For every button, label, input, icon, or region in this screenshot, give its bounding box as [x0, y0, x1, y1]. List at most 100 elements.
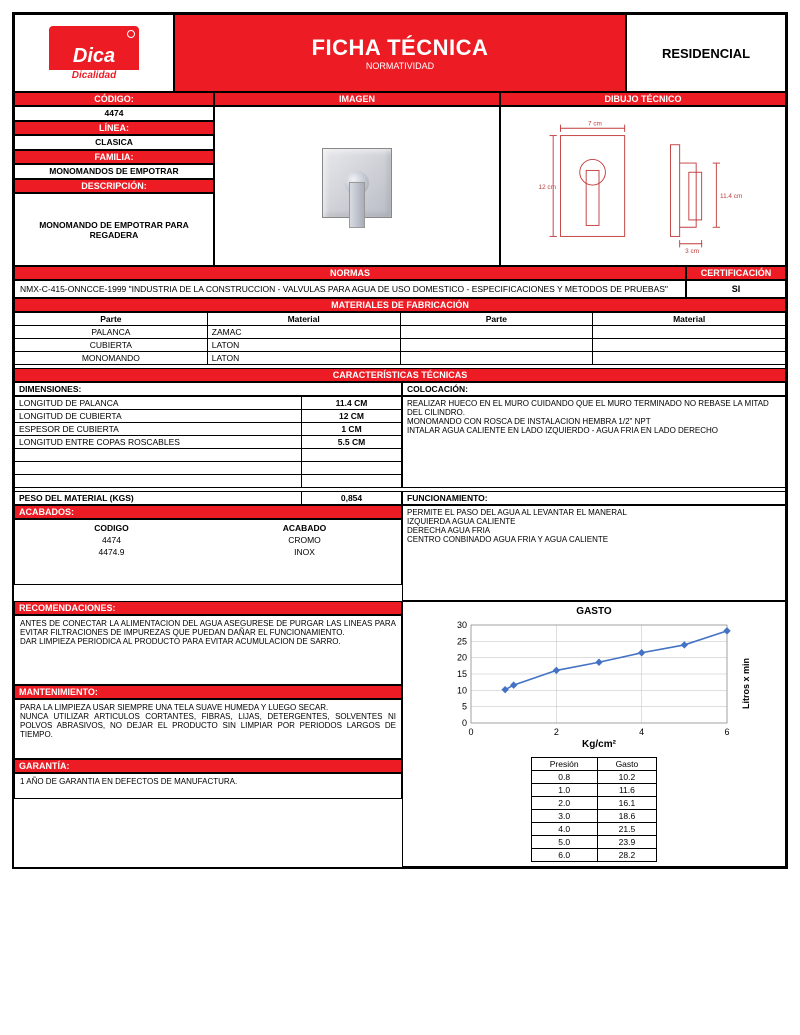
col-material2: Material	[593, 313, 786, 326]
gasto-ylabel: Litros x min	[741, 658, 751, 709]
logo-box: Dica Dicalidad	[14, 14, 174, 92]
table-header-row: PresiónGasto	[531, 758, 657, 771]
peso-table: PESO DEL MATERIAL (KGS)0,854	[14, 491, 402, 505]
image-row: 7 cm 12 cm 11.4 cm 3 cm	[214, 106, 786, 266]
svg-text:7 cm: 7 cm	[588, 121, 602, 128]
materiales-table: Parte Material Parte Material PALANCAZAM…	[14, 312, 786, 365]
svg-text:10: 10	[457, 685, 467, 695]
table-row	[15, 475, 402, 488]
familia-val: MONOMANDOS DE EMPOTRAR	[14, 164, 214, 179]
table-row: LONGITUD ENTRE COPAS ROSCABLES5.5 CM	[15, 436, 402, 449]
table-row: 3.018.6	[531, 810, 657, 823]
carac-right: COLOCACIÓN: REALIZAR HUECO EN EL MURO CU…	[402, 382, 786, 488]
familia-hdr: FAMILIA:	[14, 150, 214, 164]
logo-icon: Dica	[49, 26, 139, 70]
func-hdr: FUNCIONAMIENTO:	[402, 491, 786, 505]
svg-text:0: 0	[468, 727, 473, 737]
dimensiones-hdr: DIMENSIONES:	[14, 382, 402, 396]
table-row: CUBIERTALATON	[15, 339, 786, 352]
acabados-box: CODIGO ACABADO 4474CROMO 4474.9INOX	[14, 519, 402, 585]
svg-text:6: 6	[724, 727, 729, 737]
normas-text: NMX-C-415-ONNCCE-1999 "INDUSTRIA DE LA C…	[14, 280, 686, 298]
category-box: RESIDENCIAL	[626, 14, 786, 92]
table-row: 0.810.2	[531, 771, 657, 784]
mantenimiento-text: PARA LA LIMPIEZA USAR SIEMPRE UNA TELA S…	[14, 699, 402, 759]
acabados-hdr: ACABADOS:	[14, 505, 402, 519]
datasheet: Dica Dicalidad FICHA TÉCNICA NORMATIVIDA…	[12, 12, 788, 869]
svg-text:30: 30	[457, 620, 467, 630]
gasto-table: PresiónGasto 0.810.2 1.011.6 2.016.1 3.0…	[531, 757, 658, 862]
cert-col: SI	[686, 280, 786, 298]
table-row: LONGITUD DE CUBIERTA12 CM	[15, 410, 402, 423]
logo-subtext: Dicalidad	[72, 70, 116, 81]
gasto-panel: GASTO 0510152025300246Kg/cm² Litros x mi…	[402, 601, 786, 867]
normas-body-row: NMX-C-415-ONNCCE-1999 "INDUSTRIA DE LA C…	[14, 280, 786, 298]
carac-left: DIMENSIONES: LONGITUD DE PALANCA11.4 CM …	[14, 382, 402, 488]
svg-text:4: 4	[639, 727, 644, 737]
garantia-hdr: GARANTÍA:	[14, 759, 402, 773]
mantenimiento-hdr: MANTENIMIENTO:	[14, 685, 402, 699]
lower-left: RECOMENDACIONES: ANTES DE CONECTAR LA AL…	[14, 601, 402, 867]
logo-text: Dica	[73, 45, 115, 70]
svg-text:3 cm: 3 cm	[685, 248, 699, 255]
table-row: PALANCAZAMAC	[15, 326, 786, 339]
materiales-hdr: MATERIALES DE FABRICACIÓN	[14, 298, 786, 312]
svg-text:20: 20	[457, 653, 467, 663]
normas-header-row: NORMAS CERTIFICACIÓN	[14, 266, 786, 280]
info-left-col: CÓDIGO: 4474 LÍNEA: CLASICA FAMILIA: MON…	[14, 92, 214, 266]
table-row	[15, 558, 401, 570]
svg-text:0: 0	[462, 718, 467, 728]
gasto-title: GASTO	[407, 606, 781, 617]
svg-text:15: 15	[457, 669, 467, 679]
table-row	[15, 570, 401, 582]
svg-text:2: 2	[554, 727, 559, 737]
gasto-chart: 0510152025300246Kg/cm²	[437, 619, 737, 749]
header-row: Dica Dicalidad FICHA TÉCNICA NORMATIVIDA…	[14, 14, 786, 92]
table-row: MONOMANDOLATON	[15, 352, 786, 365]
info-section: CÓDIGO: 4474 LÍNEA: CLASICA FAMILIA: MON…	[14, 92, 786, 266]
image-headers: IMAGEN DIBUJO TÉCNICO	[214, 92, 786, 106]
normas-hdr: NORMAS	[14, 266, 686, 280]
chart-wrap: 0510152025300246Kg/cm² Litros x min	[407, 619, 781, 749]
col-parte: Parte	[15, 313, 208, 326]
cert-val: SI	[686, 280, 786, 298]
dimensiones-table: LONGITUD DE PALANCA11.4 CM LONGITUD DE C…	[14, 396, 402, 488]
table-row: 4.021.5	[531, 823, 657, 836]
recomendaciones-text: ANTES DE CONECTAR LA ALIMENTACION DEL AG…	[14, 615, 402, 685]
svg-text:12 cm: 12 cm	[539, 184, 556, 191]
table-row	[15, 449, 402, 462]
func-text: PERMITE EL PASO DEL AGUA AL LEVANTAR EL …	[402, 505, 786, 601]
table-row: 5.023.9	[531, 836, 657, 849]
product-image	[214, 106, 500, 266]
recomendaciones-hdr: RECOMENDACIONES:	[14, 601, 402, 615]
svg-text:Kg/cm²: Kg/cm²	[582, 739, 617, 749]
descripcion-hdr: DESCRIPCIÓN:	[14, 179, 214, 193]
colocacion-hdr: COLOCACIÓN:	[402, 382, 786, 396]
table-row: 2.016.1	[531, 797, 657, 810]
lower-section: RECOMENDACIONES: ANTES DE CONECTAR LA AL…	[14, 601, 786, 867]
table-row: 4474.9INOX	[15, 546, 401, 558]
table-row: 1.011.6	[531, 784, 657, 797]
dibujo-hdr: DIBUJO TÉCNICO	[500, 92, 786, 106]
acab-header: CODIGO ACABADO	[15, 522, 401, 534]
imagen-hdr: IMAGEN	[214, 92, 500, 106]
garantia-text: 1 AÑO DE GARANTIA EN DEFECTOS DE MANUFAC…	[14, 773, 402, 799]
linea-val: CLASICA	[14, 135, 214, 150]
col-parte2: Parte	[400, 313, 593, 326]
drawing-svg: 7 cm 12 cm 11.4 cm 3 cm	[533, 116, 753, 256]
table-row: PESO DEL MATERIAL (KGS)0,854	[15, 492, 402, 505]
colocacion-text: REALIZAR HUECO EN EL MURO CUIDANDO QUE E…	[402, 396, 786, 488]
func-box: FUNCIONAMIENTO: PERMITE EL PASO DEL AGUA…	[402, 491, 786, 601]
caracteristicas-hdr: CARACTERÍSTICAS TÉCNICAS	[14, 368, 786, 382]
table-header-row: Parte Material Parte Material	[15, 313, 786, 326]
technical-drawing: 7 cm 12 cm 11.4 cm 3 cm	[500, 106, 786, 266]
codigo-hdr: CÓDIGO:	[14, 92, 214, 106]
col-material: Material	[207, 313, 400, 326]
linea-hdr: LÍNEA:	[14, 121, 214, 135]
table-row: 4474CROMO	[15, 534, 401, 546]
table-row: 6.028.2	[531, 849, 657, 862]
table-row: ESPESOR DE CUBIERTA1 CM	[15, 423, 402, 436]
peso-acabados: PESO DEL MATERIAL (KGS)0,854 ACABADOS: C…	[14, 491, 402, 601]
table-row	[15, 462, 402, 475]
codigo-val: 4474	[14, 106, 214, 121]
